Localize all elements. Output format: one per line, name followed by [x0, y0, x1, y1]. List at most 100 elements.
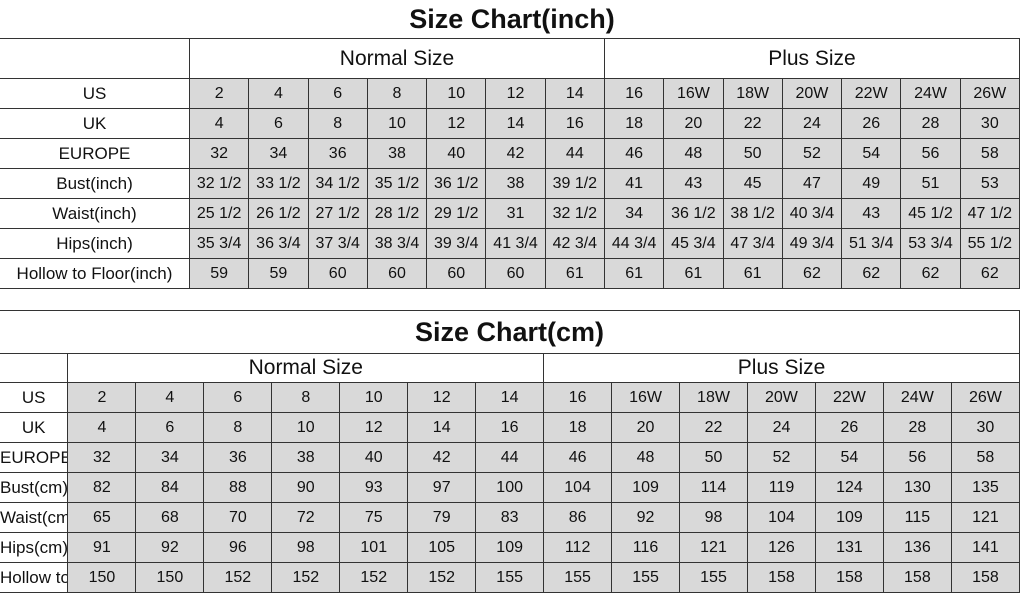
- table-cell: 24: [781, 108, 843, 139]
- table-cell: 4: [188, 108, 250, 139]
- table-cell: 34: [603, 198, 665, 229]
- table-cell: 40: [339, 442, 409, 473]
- table-cell: 75: [339, 502, 409, 533]
- normal-size-header: Normal Size: [67, 353, 545, 383]
- table-cell: 54: [814, 442, 884, 473]
- table-cell: 36 1/2: [426, 168, 487, 199]
- table-cell: 4: [67, 412, 137, 443]
- table-row: EUROPE 32 34 36 38 40 42 44 46 48 50 52 54 56 58: [0, 138, 1021, 169]
- table-cell: 16W: [611, 382, 681, 413]
- table-cell: 158: [882, 562, 952, 593]
- table-cell: 158: [746, 562, 816, 593]
- table-cell: 8: [366, 78, 428, 109]
- table-cell: 59: [188, 258, 250, 289]
- table-cell: 93: [339, 472, 409, 503]
- table-row: Hollow to Floor(cm)150150152152152152155…: [0, 562, 1021, 593]
- row-label: US: [0, 78, 190, 109]
- table-cell: 56: [900, 138, 961, 169]
- table-cell: 31: [485, 198, 546, 229]
- table-row: UK 4 6 8 10 12 14 16 18 20 22 24 26 28 30: [0, 108, 1021, 139]
- table-cell: 53 3/4: [900, 228, 961, 259]
- table-cell: 100: [475, 472, 545, 503]
- table-cell: 26: [841, 108, 902, 139]
- table-cell: 155: [475, 562, 545, 593]
- table-cell: 96: [203, 532, 273, 563]
- table-cell: 59: [248, 258, 309, 289]
- table-cell: 42: [485, 138, 546, 169]
- table-cell: 155: [611, 562, 681, 593]
- group-header-row: Normal Size Plus Size: [0, 38, 1021, 79]
- inch-size-table: Normal Size Plus Size US 2 4 6 8 10 12 14 16 16W 18W…: [0, 38, 1021, 289]
- table-cell: 18: [603, 108, 665, 139]
- row-label: Bust(inch): [0, 168, 190, 199]
- table-cell: 38 3/4: [366, 228, 428, 259]
- table-cell: 101: [339, 532, 409, 563]
- table-cell: 32 1/2: [544, 198, 605, 229]
- table-cell: 32 1/2: [188, 168, 250, 199]
- row-label: Bust(cm): [0, 472, 69, 503]
- table-cell: 83: [475, 502, 545, 533]
- table-cell: 92: [611, 502, 681, 533]
- table-cell: 16: [603, 78, 665, 109]
- header-corner-cell: [0, 38, 190, 79]
- table-cell: 2: [188, 78, 250, 109]
- table-cell: 22W: [841, 78, 902, 109]
- table-row: Bust(inch) 32 1/2 33 1/2 34 1/2 35 1/2 36 1/2…: [0, 168, 1021, 199]
- table-cell: 26 1/2: [248, 198, 309, 229]
- table-cell: 36: [203, 442, 273, 473]
- table-cell: 42 3/4: [544, 228, 605, 259]
- table-cell: 8: [307, 108, 368, 139]
- table-cell: 131: [814, 532, 884, 563]
- table-cell: 98: [679, 502, 748, 533]
- row-label: EUROPE: [0, 138, 190, 169]
- row-label: EUROPE: [0, 442, 69, 473]
- table-cell: 135: [950, 472, 1021, 503]
- table-cell: 121: [679, 532, 748, 563]
- table-cell: 45 3/4: [663, 228, 724, 259]
- table-cell: 92: [135, 532, 205, 563]
- row-label: Hollow to Floor(cm): [0, 562, 69, 593]
- table-cell: 16: [543, 382, 613, 413]
- row-label: Hips(cm): [0, 532, 69, 563]
- cm-size-table: Size Chart(cm) Normal Size Plus Size US 2 4 6 8…: [0, 310, 1021, 593]
- row-label: Hollow to Floor(inch): [0, 258, 190, 289]
- table-cell: 72: [271, 502, 341, 533]
- row-label: US: [0, 382, 69, 413]
- table-cell: 41: [603, 168, 665, 199]
- table-cell: 25 1/2: [188, 198, 250, 229]
- table-cell: 22: [722, 108, 783, 139]
- table-cell: 97: [407, 472, 477, 503]
- table-row: UK 4 6 8 10 12 14 16 18 20 22 24 26 28 30: [0, 412, 1021, 443]
- row-label: Waist(inch): [0, 198, 190, 229]
- table-cell: 152: [203, 562, 273, 593]
- table-cell: 50: [722, 138, 783, 169]
- table-cell: 26: [814, 412, 884, 443]
- table-row: Hips(inch) 35 3/4 36 3/4 37 3/4 38 3/4 39 3/4…: [0, 228, 1021, 259]
- table-cell: 36 1/2: [663, 198, 724, 229]
- table-cell: 43: [663, 168, 724, 199]
- table-cell: 124: [814, 472, 884, 503]
- table-row: US 2 4 6 8 10 12 14 16 16W 18W 20W 22W 24W 26W: [0, 382, 1021, 413]
- table-cell: 27 1/2: [307, 198, 368, 229]
- table-cell: 16: [475, 412, 545, 443]
- table-cell: 20W: [781, 78, 843, 109]
- table-cell: 35 3/4: [188, 228, 250, 259]
- table-cell: 114: [679, 472, 748, 503]
- table-cell: 126: [746, 532, 816, 563]
- table-cell: 37 3/4: [307, 228, 368, 259]
- table-cell: 49 3/4: [781, 228, 843, 259]
- table-cell: 20W: [746, 382, 816, 413]
- plus-size-header: Plus Size: [603, 38, 1021, 79]
- table-row: Waist(cm)6568707275798386929810410911512…: [0, 502, 1021, 533]
- table-cell: 30: [950, 412, 1021, 443]
- table-cell: 44: [475, 442, 545, 473]
- table-cell: 26W: [950, 382, 1021, 413]
- table-cell: 115: [882, 502, 952, 533]
- table-cell: 48: [611, 442, 681, 473]
- table-cell: 130: [882, 472, 952, 503]
- table-cell: 60: [307, 258, 368, 289]
- table-cell: 60: [366, 258, 428, 289]
- table-cell: 47 1/2: [959, 198, 1021, 229]
- header-corner-cell: [0, 353, 69, 383]
- row-label: Hips(inch): [0, 228, 190, 259]
